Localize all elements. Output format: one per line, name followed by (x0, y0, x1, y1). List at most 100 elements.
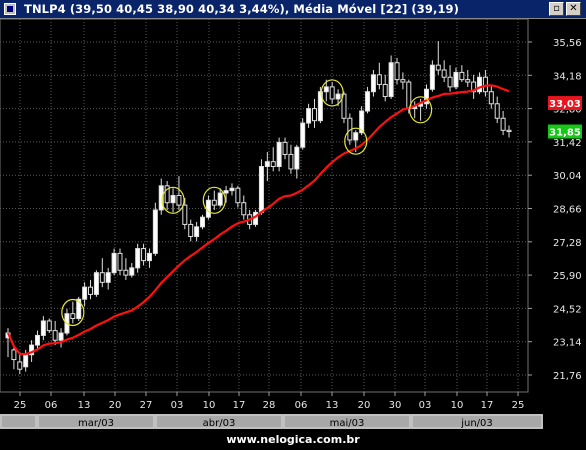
candle (164, 180, 170, 210)
price-label-text: 33,03 (549, 99, 581, 110)
footer-url[interactable]: www.nelogica.com.br (226, 433, 360, 446)
candle (311, 98, 317, 128)
moving-average-price-label: 33,03 (548, 96, 582, 111)
candle (46, 318, 52, 334)
candle-body (34, 334, 40, 346)
moving-average-line (6, 84, 510, 356)
candle (288, 144, 294, 174)
candle (323, 79, 329, 102)
y-tick-label: 27,28 (553, 238, 582, 249)
minimize-button[interactable]: ▫ (549, 2, 564, 16)
candle (111, 248, 117, 276)
candle (388, 55, 394, 99)
candle-body (494, 103, 500, 119)
candle-body (88, 286, 94, 295)
candle-body (123, 269, 129, 276)
candle-body (300, 122, 306, 148)
candle-body (141, 248, 147, 262)
x-tick-label: 03 (419, 400, 432, 411)
window-titlebar[interactable]: TNLP4 (39,50 40,45 38,90 40,34 3,44%), M… (0, 0, 586, 19)
candle-body (164, 185, 170, 204)
month-label: abr/03 (203, 418, 236, 429)
candle (441, 60, 447, 83)
annotation-circle (344, 127, 368, 155)
candle (435, 41, 441, 75)
candle-body (388, 62, 394, 98)
candle-body (441, 69, 447, 78)
footer: www.nelogica.com.br (0, 432, 586, 450)
candle-body (223, 190, 229, 194)
candle-body (82, 286, 88, 300)
candle (217, 188, 223, 208)
candle-body (158, 185, 164, 211)
month-segment[interactable] (155, 414, 283, 429)
candle-body (429, 64, 435, 90)
candle-body (11, 349, 17, 361)
candle (70, 301, 76, 324)
candle-body (40, 320, 46, 336)
candle-body (170, 194, 176, 204)
candle (152, 202, 158, 256)
candle (200, 214, 206, 230)
month-bar: mar/03 abr/03 mai/03 jun/03 (0, 414, 543, 429)
month-segment[interactable] (411, 414, 543, 429)
candle-body (152, 209, 158, 254)
candle (82, 282, 88, 307)
close-button[interactable]: ✕ (566, 2, 581, 16)
candle (382, 74, 388, 102)
plot-frame (0, 19, 529, 393)
candle (329, 82, 335, 104)
candle-body (17, 361, 23, 370)
candle (141, 243, 147, 266)
annotation-circle (320, 79, 344, 107)
app-icon[interactable] (4, 3, 16, 15)
candle (99, 258, 105, 288)
candlestick-series (5, 41, 512, 375)
candle-body (288, 153, 294, 170)
candle-body (194, 226, 200, 237)
price-chart[interactable]: 35,56 34,18 32,80 31,42 30,04 28,66 27,28 25,90… (0, 19, 586, 432)
candle-body (241, 202, 247, 216)
month-segment[interactable] (37, 414, 155, 429)
candle (158, 178, 164, 215)
candle (88, 279, 94, 300)
month-segment[interactable] (283, 414, 411, 429)
candle (11, 345, 17, 370)
x-tick-label: 03 (171, 400, 184, 411)
month-segment[interactable] (0, 414, 37, 429)
candle (258, 159, 264, 215)
window-title: TNLP4 (39,50 40,45 38,90 40,34 3,44%), M… (24, 2, 460, 16)
candle (317, 86, 323, 124)
candle-body (229, 187, 235, 192)
y-tick-label: 31,42 (553, 138, 582, 149)
candle-body (111, 252, 117, 274)
candle-body (146, 252, 152, 262)
candle-body (306, 108, 312, 124)
candle-body (105, 272, 111, 283)
candle-body (394, 62, 400, 81)
annotation-circle (202, 186, 226, 214)
y-tick-label: 21,76 (553, 371, 582, 382)
month-label: mai/03 (330, 418, 365, 429)
candle-body (447, 76, 453, 88)
candle (447, 65, 453, 92)
candle (471, 74, 477, 99)
candle (370, 69, 376, 97)
price-label-text: 31,85 (549, 128, 581, 139)
candle (52, 320, 58, 346)
x-tick-label: 10 (451, 400, 464, 411)
candle-body (329, 86, 335, 100)
candle-body (99, 272, 105, 283)
candle-body (76, 298, 82, 320)
candle (276, 137, 282, 172)
x-tick-label: 25 (14, 400, 27, 411)
candle-body (270, 161, 276, 168)
candle-body (58, 332, 64, 341)
x-tick-label: 30 (389, 400, 402, 411)
candle (211, 190, 217, 210)
x-tick-label: 13 (78, 400, 91, 411)
candle-body (23, 354, 29, 368)
candle-body (382, 83, 388, 98)
candle (270, 147, 276, 172)
candle (341, 91, 347, 124)
